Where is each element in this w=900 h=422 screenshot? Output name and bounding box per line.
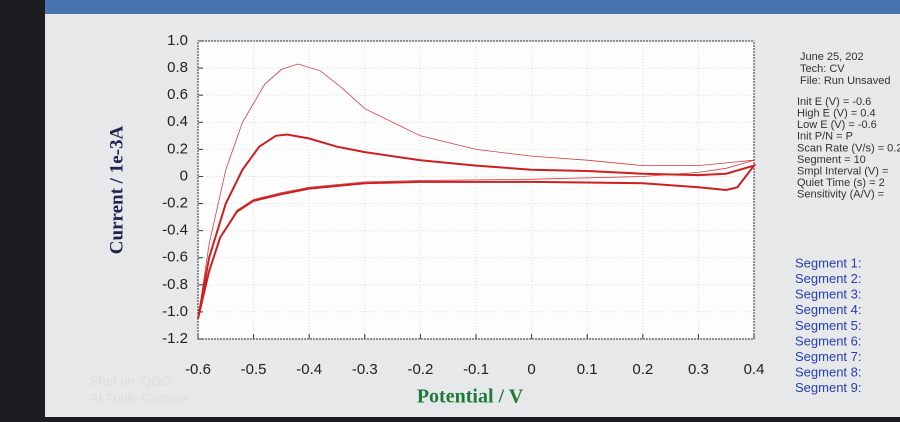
- x-tick-label: -0.5: [241, 361, 267, 378]
- segment-label: Segment 8:: [795, 365, 862, 380]
- y-tick-label: -1.0: [162, 303, 188, 320]
- y-tick-label: 0.2: [167, 140, 188, 157]
- segment-label: Segment 7:: [795, 349, 862, 364]
- info-line: Scan Rate (V/s) = 0.2: [797, 142, 900, 154]
- info-line: File: Run Unsaved: [800, 75, 891, 87]
- info-line: Segment = 10: [797, 154, 866, 166]
- y-tick-label: -0.8: [162, 276, 188, 293]
- cv-curve: [197, 63, 755, 319]
- segment-list: Segment 1:Segment 2:Segment 3:Segment 4:…: [795, 255, 862, 395]
- x-tick-label: 0.2: [632, 361, 653, 378]
- info-line: Sensitivity (A/V) =: [797, 189, 884, 201]
- watermark: AI Triple Camera: [90, 390, 188, 405]
- y-tick-label: -0.2: [162, 195, 188, 212]
- info-line: High E (V) = 0.4: [797, 108, 876, 120]
- segment-label: Segment 1:: [795, 255, 862, 270]
- y-tick-label: 0.4: [167, 113, 188, 130]
- x-tick-label: 0: [527, 361, 535, 378]
- watermark: Shot on iQOO: [90, 373, 172, 388]
- x-axis-label: Potential / V: [417, 386, 524, 408]
- info-line: Init E (V) = -0.6: [797, 96, 871, 108]
- y-tick-label: 0: [180, 167, 188, 184]
- x-tick-label: 0.3: [688, 361, 709, 378]
- y-axis-label: Current / 1e-3A: [106, 126, 127, 255]
- y-tick-label: -1.2: [162, 330, 188, 347]
- cv-curve: [197, 133, 757, 319]
- segment-label: Segment 2:: [795, 271, 862, 286]
- info-line: Init P/N = P: [797, 131, 853, 143]
- title-bar: [45, 0, 900, 14]
- segment-label: Segment 6:: [795, 333, 862, 348]
- x-tick-label: -0.6: [185, 361, 211, 378]
- y-tick-label: -0.6: [162, 249, 188, 266]
- x-tick-label: -0.2: [407, 361, 433, 378]
- info-line: Quiet Time (s) = 2: [797, 177, 885, 189]
- x-tick-label: 0.1: [577, 361, 598, 378]
- info-line: Tech: CV: [800, 63, 845, 75]
- x-tick-label: 0.4: [744, 361, 765, 378]
- plot-area: [197, 40, 755, 340]
- info-line: Low E (V) = -0.6: [797, 119, 877, 131]
- segment-label: Segment 4:: [795, 302, 862, 317]
- x-tick-label: -0.1: [463, 361, 489, 378]
- segment-label: Segment 5:: [795, 318, 862, 333]
- x-tick-label: -0.3: [352, 361, 378, 378]
- y-tick-label: -0.4: [162, 222, 188, 239]
- y-tick-label: 1.0: [167, 32, 188, 49]
- segment-label: Segment 9:: [795, 380, 862, 395]
- y-tick-label: 0.6: [167, 86, 188, 103]
- info-line: June 25, 202: [800, 51, 864, 63]
- segment-label: Segment 3:: [795, 287, 862, 302]
- x-tick-label: -0.4: [296, 361, 322, 378]
- y-tick-label: 0.8: [167, 59, 188, 76]
- info-line: Smpl Interval (V) =: [797, 166, 888, 178]
